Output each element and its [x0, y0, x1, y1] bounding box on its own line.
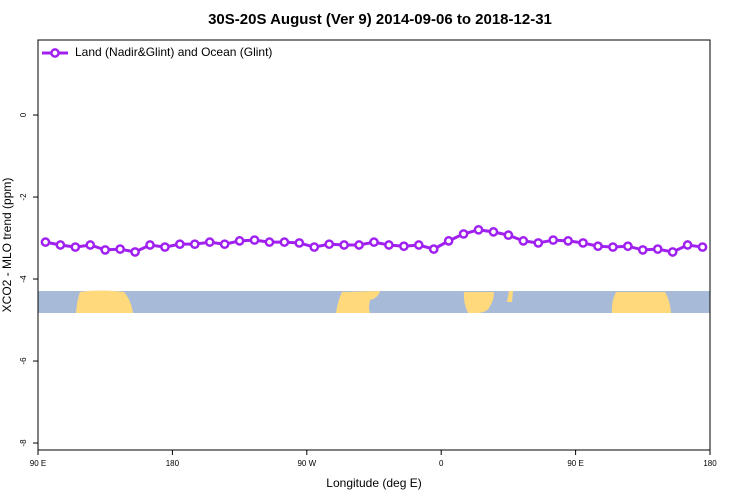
data-point [115, 244, 125, 254]
legend-marker [50, 48, 60, 58]
y-tick-label: -4 [19, 275, 28, 283]
land-mask [38, 290, 710, 313]
data-point [219, 239, 230, 250]
data-point [503, 230, 514, 241]
y-tick-label: -8 [19, 439, 28, 447]
y-tick-label: 0 [19, 112, 28, 117]
data-point [175, 239, 185, 250]
data-point [667, 247, 678, 257]
y-tick-label: -2 [19, 193, 28, 201]
data-point [369, 237, 379, 247]
data-point [413, 240, 424, 250]
data-point [458, 229, 469, 239]
data-point [563, 236, 573, 246]
x-tick-label: 0 [439, 459, 444, 468]
data-point [130, 247, 140, 257]
data-point [428, 244, 439, 254]
x-tick-label: 180 [703, 459, 717, 468]
data-point [578, 238, 588, 248]
plot-frame [37, 39, 711, 451]
data-point [40, 237, 51, 247]
data-point [384, 240, 394, 250]
y-axis-label: XCO2 - MLO trend (ppm) [0, 178, 14, 313]
data-point [518, 236, 529, 246]
x-tick-label: 180 [166, 459, 180, 468]
x-tick-label: 90 E [30, 459, 46, 468]
x-axis-label: Longitude (deg E) [326, 476, 421, 490]
data-point [264, 237, 275, 247]
data-point [354, 240, 364, 250]
x-tick-label: 90 W [297, 459, 316, 468]
data-point [204, 237, 215, 247]
data-point [234, 236, 245, 246]
data-point [608, 242, 618, 252]
data-point [637, 245, 648, 255]
data-point [652, 244, 663, 254]
data-point [623, 241, 633, 252]
x-tick-label: 90 E [567, 459, 583, 468]
data-point [309, 242, 320, 252]
data-point [548, 235, 559, 245]
legend-label: Land (Nadir&Glint) and Ocean (Glint) [75, 45, 272, 59]
y-tick-label: -6 [19, 357, 28, 365]
chart-title: 30S-20S August (Ver 9) 2014-09-06 to 201… [208, 11, 552, 28]
data-point [697, 242, 708, 252]
data-point [145, 240, 155, 250]
data-point [85, 240, 96, 250]
data-point [324, 239, 335, 250]
data-point [100, 245, 111, 255]
data-point [339, 240, 349, 250]
data-point [55, 240, 66, 250]
data-point [399, 241, 409, 252]
data-point [189, 239, 200, 250]
data-point [443, 236, 454, 246]
data-point [294, 238, 305, 248]
data-point [160, 242, 170, 252]
data-point [70, 242, 81, 252]
data-point [488, 227, 499, 237]
data-point [279, 237, 290, 247]
data-point [593, 241, 603, 252]
data-point [473, 224, 484, 235]
data-point [533, 238, 544, 248]
data-point [682, 240, 693, 250]
data-point [249, 235, 260, 245]
